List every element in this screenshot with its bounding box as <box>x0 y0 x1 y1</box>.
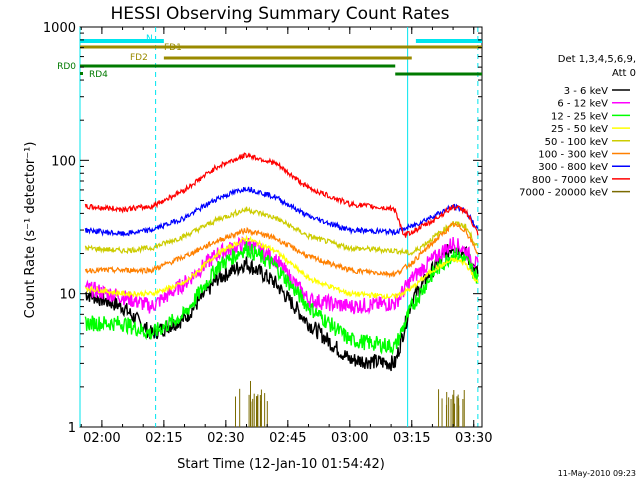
series-line-25-50 <box>84 234 479 300</box>
footer-timestamp: 11-May-2010 09:23 <box>558 469 636 478</box>
series-line-3-6 <box>84 244 479 372</box>
legend-label-6: 300 - 800 keV <box>538 162 608 173</box>
x-tick-label-1: 02:15 <box>145 431 182 446</box>
series-line-100-300 <box>84 221 479 279</box>
state-flags: N FD1 FD2 RD0 RD4 <box>57 34 482 80</box>
legend-label-0: 3 - 6 keV <box>564 86 608 97</box>
y-tick-label-0: 1 <box>68 421 76 436</box>
legend-label-5: 100 - 300 keV <box>538 150 608 161</box>
x-axis-label: Start Time (12-Jan-10 01:54:42) <box>177 457 385 472</box>
series-line-12-25 <box>84 241 479 356</box>
legend-label-2: 12 - 25 keV <box>551 111 608 122</box>
legend-label-8: 7000 - 20000 keV <box>519 188 608 199</box>
y-tick-label-2: 100 <box>51 154 76 169</box>
y-tick-label-3: 1000 <box>43 21 76 36</box>
legend-label-4: 50 - 100 keV <box>545 137 609 148</box>
series-line-800-7000 <box>84 152 479 238</box>
legend: Det 1,3,4,5,6,9, Att 0 3 - 6 keV 6 - 12 k… <box>519 54 636 199</box>
chart-title: HESSI Observing Summary Count Rates <box>110 4 449 24</box>
series-line-6-12 <box>84 236 479 315</box>
x-tick-label-0: 02:00 <box>83 431 120 446</box>
legend-header-line1: Det 1,3,4,5,6,9, <box>558 54 636 65</box>
flag-label-fd1: FD1 <box>164 43 182 53</box>
series-lines <box>84 152 479 427</box>
flag-label-n: N <box>146 34 153 44</box>
flag-label-fd2: FD2 <box>130 53 148 63</box>
legend-label-3: 25 - 50 keV <box>551 124 608 135</box>
legend-label-1: 6 - 12 keV <box>557 99 608 110</box>
x-tick-label-3: 02:45 <box>269 431 306 446</box>
axes: 02:00 02:15 02:30 02:45 03:00 03:15 03:30 1 10 10… <box>43 21 493 446</box>
series-line-300-800 <box>84 186 479 238</box>
x-tick-label-2: 02:30 <box>207 431 244 446</box>
plot-frame <box>79 26 483 428</box>
y-tick-label-1: 10 <box>59 288 76 303</box>
x-tick-label-4: 03:00 <box>331 431 368 446</box>
flag-label-rd4: RD4 <box>89 70 108 80</box>
flag-label-rd0: RD0 <box>57 62 76 72</box>
legend-header-line2: Att 0 <box>612 68 636 79</box>
y-axis-label-text: Count Rate (s⁻¹ detector⁻¹) <box>23 142 38 319</box>
x-tick-label-6: 03:30 <box>455 431 492 446</box>
legend-label-7: 800 - 7000 keV <box>532 175 608 186</box>
series-line-50-100 <box>84 206 478 256</box>
rd4-marker <box>80 72 83 75</box>
y-axis-label: Count Rate (s⁻¹ detector⁻¹) <box>23 142 38 319</box>
x-tick-label-5: 03:15 <box>393 431 430 446</box>
vertical-markers <box>79 27 479 427</box>
